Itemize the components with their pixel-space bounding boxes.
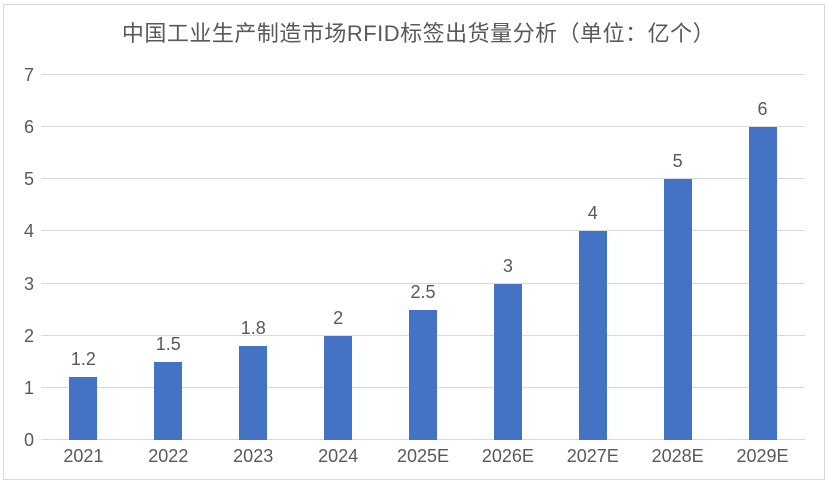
bar-value-label: 6 [757,99,768,120]
y-axis: 0 1 2 3 4 5 6 7 [4,66,34,449]
x-axis-tick-label: 2025E [396,446,450,466]
bar-slot: 2 [296,75,381,440]
x-axis-tick-label: 2027E [566,446,619,466]
bar-slot: 2.5 [381,75,466,440]
bar-value-label: 3 [502,255,513,276]
x-axis-tick-label: 2021 [63,446,104,466]
chart-title: 中国工业生产制造市场RFID标签出货量分析（单位：亿个） [121,21,716,46]
bar-slot: 1.8 [211,75,296,440]
x-axis-tick-label: 2023 [233,446,274,466]
x-axis: 2021 2022 2023 2024 2025E 2026E 2027E 2028E 2029… [41,446,805,469]
bar-value-label: 1.5 [155,333,181,354]
bar-value-label: 2.5 [410,281,436,302]
bar [748,127,777,440]
x-axis-tick-label: 2024 [318,446,359,466]
bar-slot: 1.5 [126,75,211,440]
y-axis-tick-label: 7 [23,65,34,85]
y-axis-tick-label: 5 [23,169,34,190]
bar-value-label: 1.8 [240,318,266,339]
bar-slot: 4 [550,75,635,440]
plot-area: 1.2 1.5 1.8 2 2.5 3 4 5 6 [41,74,805,440]
bar-value-label: 5 [672,151,683,172]
bar-slot: 6 [720,75,805,440]
bar [493,283,522,440]
bar [663,179,692,440]
bar [154,361,183,440]
gridline [41,282,805,284]
x-axis-tick-label: 2029E [736,446,789,466]
y-axis-tick-label: 6 [23,117,34,138]
y-axis-tick-label: 2 [23,325,34,346]
bar-slot: 5 [635,75,720,440]
bar [69,377,98,440]
bar-slot: 3 [465,75,550,440]
y-axis-tick-label: 0 [23,430,34,450]
bar [408,309,437,440]
bar-value-label: 1.2 [70,349,96,370]
chart-frame-border [3,4,825,480]
y-axis-tick-label: 1 [23,377,34,398]
gridline [41,74,805,75]
y-axis-tick-label: 4 [23,221,34,242]
bar-value-label: 2 [333,307,344,328]
x-axis-tick-label: 2028E [651,446,704,466]
gridline [41,178,805,180]
gridline [41,126,805,128]
bar [324,335,353,440]
bar-value-label: 4 [587,203,598,224]
y-axis-tick-label: 3 [23,273,34,294]
bar-slot: 1.2 [41,75,126,440]
x-axis-tick-label: 2022 [148,446,189,466]
x-axis-tick-label: 2026E [481,446,534,466]
bar [578,231,607,440]
gridline [41,230,805,232]
bar [239,346,268,440]
